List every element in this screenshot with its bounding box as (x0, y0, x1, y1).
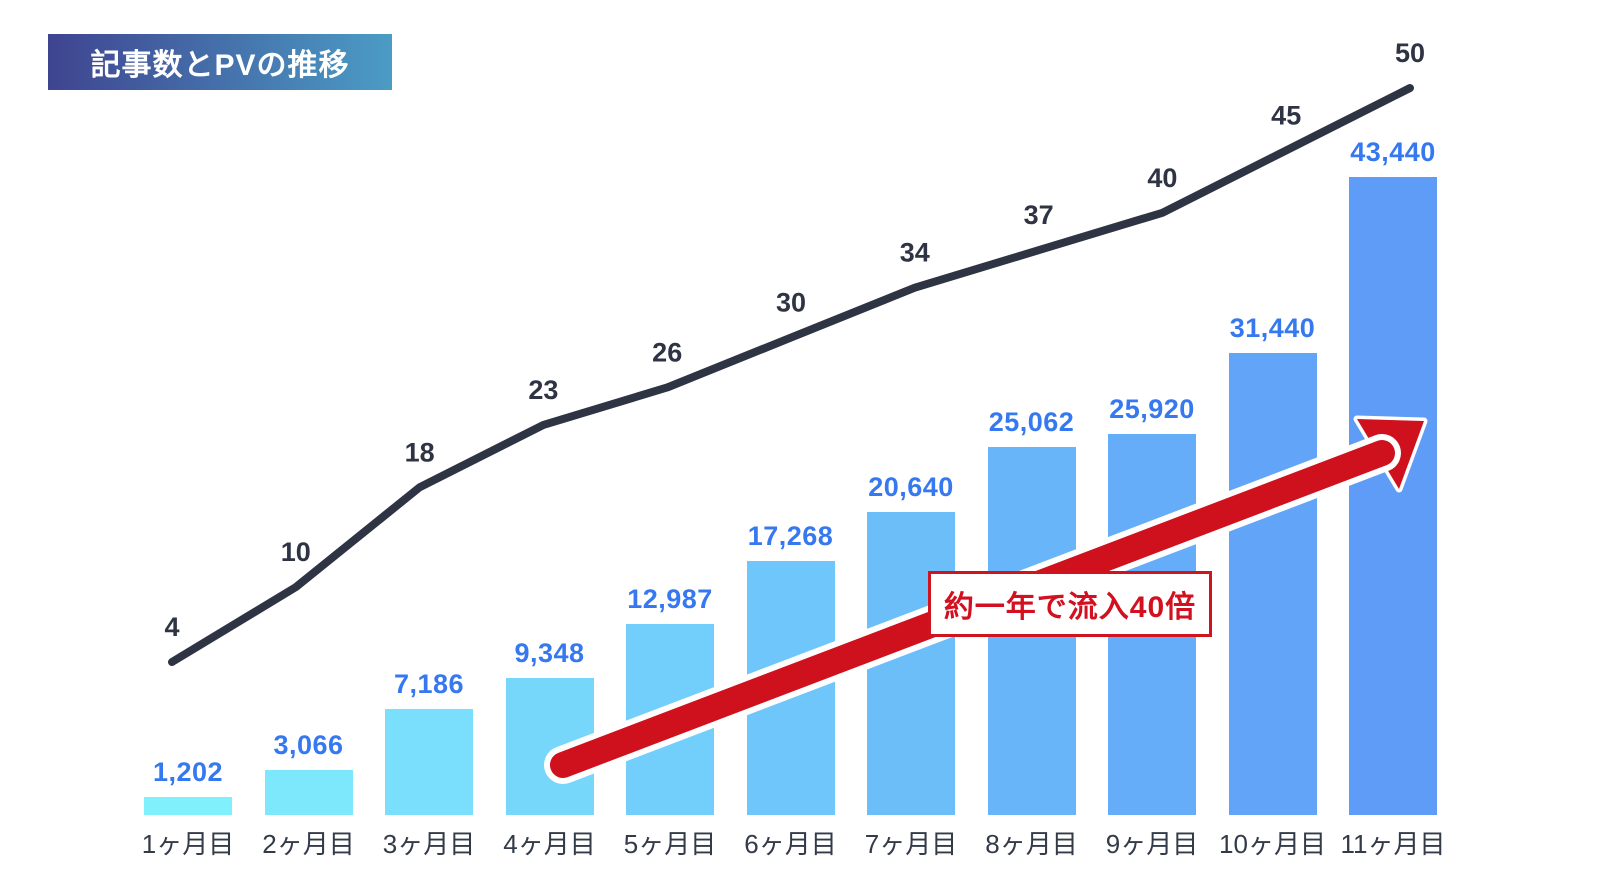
month-label: 5ヶ月目 (623, 829, 717, 859)
bar-value-label: 31,440 (1229, 313, 1316, 343)
bar-value-label: 12,987 (627, 584, 713, 614)
chart-title-badge: 記事数とPVの推移 (48, 34, 392, 90)
pv-bar (144, 797, 232, 815)
chart-title: 記事数とPVの推移 (90, 49, 350, 82)
month-label: 4ヶ月目 (503, 829, 596, 859)
bar-value-label: 43,440 (1350, 137, 1436, 167)
bar-value-label: 3,066 (273, 730, 344, 760)
month-label: 9ヶ月目 (1105, 829, 1199, 859)
pv-bar (1349, 177, 1437, 815)
month-label: 10ヶ月目 (1219, 829, 1326, 859)
bar-value-label: 9,348 (514, 638, 585, 668)
bar-value-label: 17,268 (747, 521, 834, 551)
month-label: 8ヶ月目 (985, 829, 1078, 859)
month-label: 2ヶ月目 (262, 829, 355, 859)
month-label: 3ヶ月目 (382, 829, 476, 859)
pv-bar (746, 561, 835, 815)
bar-value-label: 20,640 (868, 472, 954, 502)
pv-bar (626, 624, 714, 815)
bar-value-label: 25,920 (1109, 394, 1195, 424)
bar-value-label: 1,202 (152, 757, 224, 787)
month-label: 11ヶ月目 (1340, 829, 1446, 859)
annotation-callout: 約一年で流入40倍 (928, 571, 1212, 637)
month-label: 6ヶ月目 (744, 829, 837, 859)
month-label: 1ヶ月目 (141, 829, 235, 859)
pv-bar (264, 770, 353, 815)
pv-bar (505, 678, 594, 815)
annotation-text: 約一年で流入40倍 (943, 591, 1197, 624)
pv-bar (385, 709, 473, 815)
month-label: 7ヶ月目 (864, 829, 958, 859)
pv-bar (1228, 353, 1317, 815)
bar-value-label: 7,186 (393, 669, 465, 699)
pv-bar (867, 512, 955, 815)
